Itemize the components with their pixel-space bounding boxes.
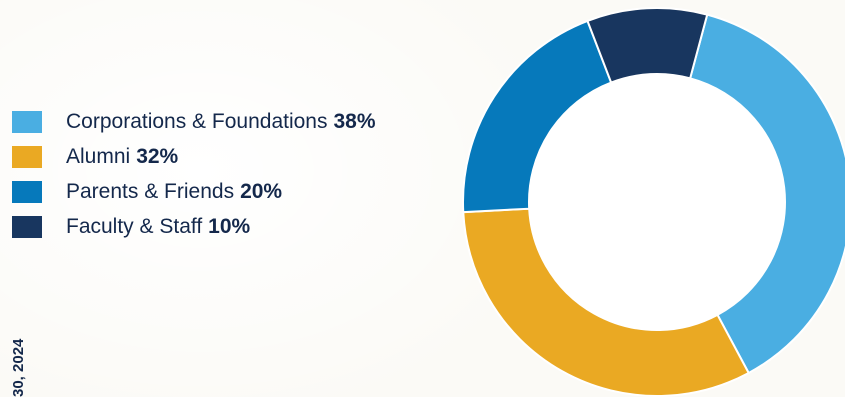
legend-name: Alumni bbox=[66, 144, 131, 168]
legend-swatch-corporations bbox=[12, 110, 42, 133]
legend-percent: 32% bbox=[136, 144, 179, 168]
legend-item-alumni: Alumni 32% bbox=[12, 139, 376, 174]
legend-item-parents: Parents & Friends 20% bbox=[12, 174, 376, 209]
legend-name: Corporations & Foundations bbox=[66, 109, 328, 133]
legend-label-alumni: Alumni 32% bbox=[66, 145, 178, 169]
legend-swatch-alumni bbox=[12, 145, 42, 168]
legend-label-parents: Parents & Friends 20% bbox=[66, 180, 282, 204]
legend-percent: 38% bbox=[333, 109, 376, 133]
legend-label-faculty: Faculty & Staff 10% bbox=[66, 215, 250, 239]
legend-percent: 10% bbox=[208, 214, 251, 238]
legend-item-faculty: Faculty & Staff 10% bbox=[12, 209, 376, 244]
legend-label-corporations: Corporations & Foundations 38% bbox=[66, 110, 376, 134]
legend-name: Faculty & Staff bbox=[66, 214, 203, 238]
chart-legend: Corporations & Foundations 38% Alumni 32% … bbox=[12, 104, 376, 244]
legend-percent: 20% bbox=[240, 179, 283, 203]
donut-hole bbox=[529, 74, 785, 330]
legend-swatch-faculty bbox=[12, 215, 42, 238]
legend-item-corporations: Corporations & Foundations 38% bbox=[12, 104, 376, 139]
legend-name: Parents & Friends bbox=[66, 179, 235, 203]
legend-swatch-parents bbox=[12, 180, 42, 203]
